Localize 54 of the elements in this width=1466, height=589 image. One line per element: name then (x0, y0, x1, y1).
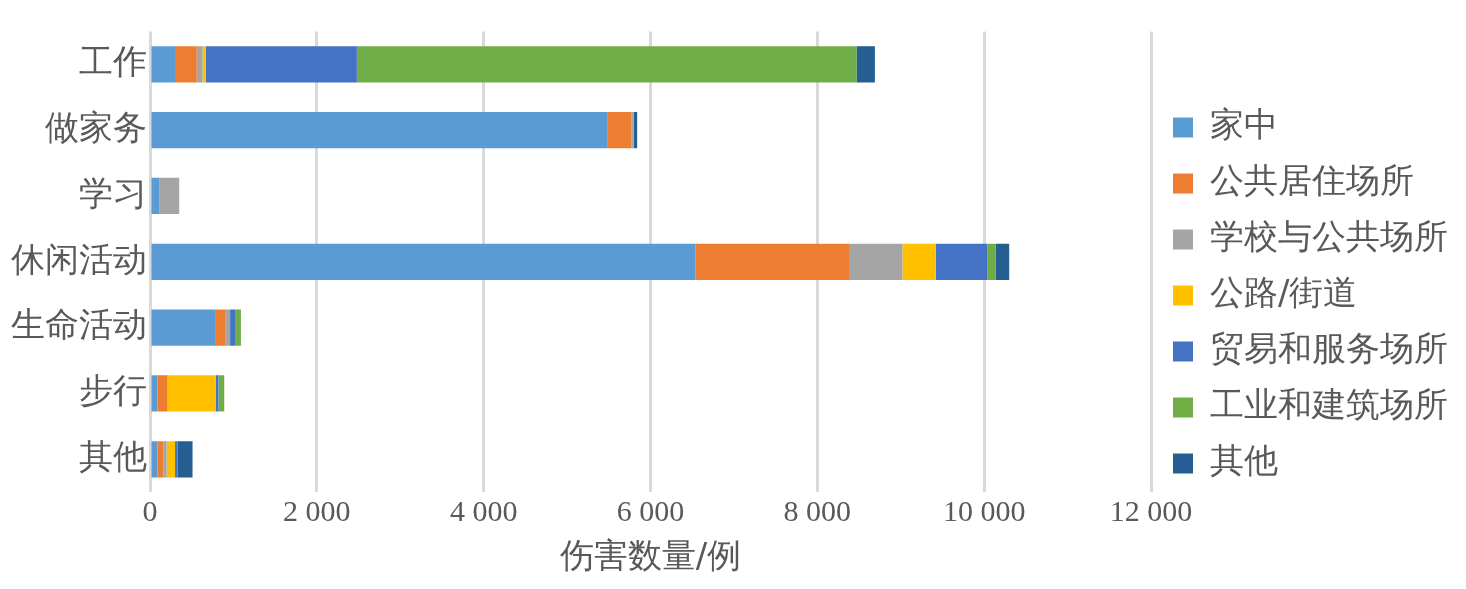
bar (151, 177, 160, 215)
bar (163, 441, 167, 478)
x-tick-label: 10 000 (942, 494, 1026, 528)
bar (995, 243, 1010, 280)
bar (166, 441, 176, 478)
bar (159, 177, 180, 215)
y-tick-label: 学习 (79, 172, 147, 213)
bar (205, 46, 357, 83)
legend-label: 公路/街道 (1210, 272, 1358, 313)
bar (607, 112, 632, 149)
bar (167, 375, 216, 412)
y-tick-label: 其他 (79, 436, 147, 477)
x-tick-label: 4 000 (449, 494, 518, 528)
legend-label: 其他 (1210, 440, 1278, 481)
bar (225, 309, 231, 346)
legend-label: 公共居住场所 (1210, 160, 1414, 201)
bar (902, 243, 936, 280)
legend-label: 贸易和服务场所 (1210, 328, 1448, 369)
bar (987, 243, 996, 280)
bar (935, 243, 988, 280)
x-tick-label: 8 000 (783, 494, 852, 528)
y-tick-label: 生命活动 (11, 304, 147, 345)
bar (151, 243, 696, 280)
bar (151, 441, 158, 478)
legend-label: 家中 (1210, 104, 1278, 145)
bar (849, 243, 903, 280)
bar (175, 441, 178, 478)
y-tick-label: 步行 (79, 370, 147, 411)
x-tick-label: 6 000 (616, 494, 685, 528)
legend-label: 学校与公共场所 (1210, 216, 1448, 257)
bar (196, 46, 203, 83)
x-tick-label: 2 000 (283, 494, 351, 528)
legend-label: 工业和建筑场所 (1210, 384, 1448, 425)
bar (856, 46, 875, 83)
bar (230, 309, 236, 346)
bar (695, 243, 850, 280)
bar (631, 112, 634, 149)
bar (235, 309, 241, 346)
x-tick-label: 12 000 (1109, 494, 1193, 528)
x-axis-title: 伤害数量/例 (559, 535, 742, 576)
bar (218, 375, 225, 412)
x-tick-label: 0 (142, 494, 158, 528)
bar (175, 46, 197, 83)
bar (151, 112, 608, 149)
bar (215, 309, 226, 346)
bar (157, 375, 168, 412)
bar (356, 46, 857, 83)
bar (151, 46, 176, 83)
y-tick-label: 工作 (79, 41, 147, 82)
y-tick-label: 休闲活动 (11, 238, 147, 279)
y-tick-label: 做家务 (45, 106, 147, 147)
bar (177, 441, 193, 478)
bar (151, 309, 216, 346)
bar (151, 375, 158, 412)
